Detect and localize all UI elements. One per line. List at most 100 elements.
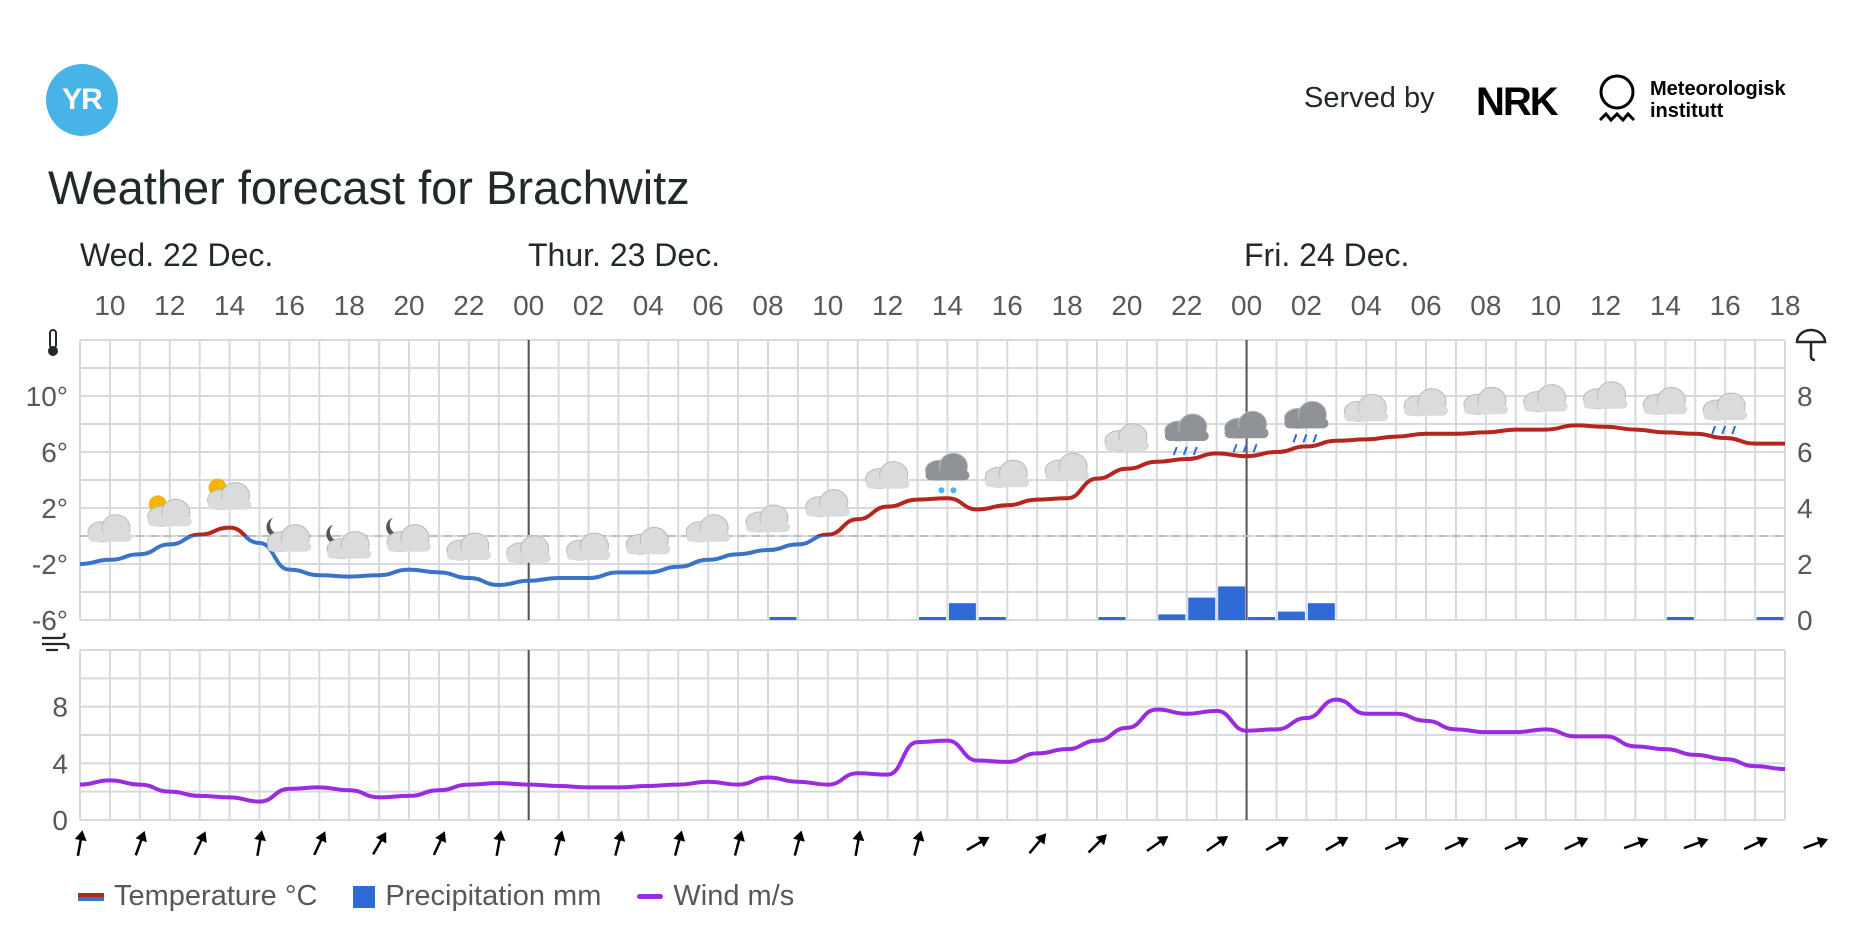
precipitation-swatch bbox=[353, 885, 376, 908]
precipitation-bar bbox=[1248, 617, 1275, 620]
umbrella-icon-handle bbox=[1809, 342, 1816, 362]
hour-tick-label: 00 bbox=[513, 290, 544, 321]
thermometer-icon-bulb bbox=[48, 346, 58, 356]
cloudy-icon bbox=[1523, 384, 1568, 413]
hour-tick-label: 02 bbox=[573, 290, 604, 321]
wind-icon-stroke bbox=[42, 632, 66, 640]
hour-tick-label: 00 bbox=[1231, 290, 1262, 321]
arrow-head bbox=[1696, 836, 1709, 849]
temperature-line-above-zero bbox=[186, 423, 1785, 536]
arrow-head bbox=[135, 830, 147, 843]
wind-direction-arrow-icon bbox=[193, 831, 207, 856]
temperature-swatch bbox=[78, 892, 104, 901]
cloud-shape bbox=[1164, 431, 1209, 441]
wind-direction-arrow-icon bbox=[852, 830, 865, 857]
nrk-logo[interactable]: NRK bbox=[1476, 80, 1559, 124]
wind-tick-label: 8 bbox=[52, 692, 68, 723]
partly-cloudy-night-icon bbox=[386, 517, 432, 553]
raindrop-shape bbox=[1192, 446, 1198, 456]
rain-icon bbox=[1283, 400, 1329, 443]
cloud-shape bbox=[446, 550, 491, 560]
rain-icon bbox=[1224, 410, 1269, 453]
wind-direction-arrow-icon bbox=[1743, 836, 1768, 851]
legend-precipitation-label: Precipitation mm bbox=[385, 880, 602, 912]
cloudy-icon bbox=[865, 461, 910, 490]
thermometer-icon bbox=[48, 329, 58, 356]
precipitation-bar bbox=[1277, 611, 1305, 620]
wind-grid bbox=[79, 649, 1786, 821]
wind-icon-stroke bbox=[42, 642, 70, 650]
wind-direction-arrow-icon bbox=[1444, 836, 1469, 851]
cloud-shape bbox=[87, 531, 132, 542]
cloud-shape bbox=[686, 531, 731, 542]
hour-tick-label: 22 bbox=[1171, 290, 1202, 321]
day-label: Thur. 23 Dec. bbox=[528, 237, 720, 273]
temperature-tick-label: 10° bbox=[26, 381, 68, 412]
thermometer-icon-stem bbox=[49, 329, 57, 349]
cloud-shape bbox=[1583, 398, 1628, 409]
precipitation-bar bbox=[1756, 617, 1784, 620]
cloud-shape bbox=[1045, 470, 1090, 481]
precipitation-tick-label: 6 bbox=[1797, 437, 1813, 468]
hour-tick-label: 16 bbox=[1710, 290, 1741, 321]
precipitation-bar bbox=[1188, 597, 1216, 620]
arrow-head bbox=[1816, 836, 1829, 849]
cloudy-icon bbox=[87, 514, 132, 543]
hour-tick-label: 16 bbox=[274, 290, 305, 321]
cloudy-icon bbox=[566, 532, 611, 561]
yr-logo[interactable]: YR bbox=[46, 64, 118, 136]
wind-icon bbox=[42, 632, 70, 652]
precipitation-tick-label: 8 bbox=[1797, 381, 1813, 412]
cloud-shape bbox=[626, 544, 671, 555]
umbrella-icon bbox=[1795, 328, 1827, 362]
arrow-head bbox=[733, 830, 745, 842]
wind-direction-arrow-icon bbox=[613, 830, 626, 856]
arrow-head bbox=[1035, 833, 1047, 845]
met-institute-logo-icon[interactable] bbox=[1597, 72, 1637, 130]
cloud-shape bbox=[1643, 404, 1688, 415]
light-rain-icon bbox=[1702, 392, 1748, 435]
hour-tick-label: 08 bbox=[752, 290, 783, 321]
wind-direction-arrow-icon bbox=[1623, 836, 1649, 850]
precipitation-bar bbox=[948, 603, 976, 620]
cloud-shape bbox=[207, 499, 252, 510]
arrow-head bbox=[1156, 835, 1169, 847]
cloud-shape bbox=[267, 541, 312, 552]
wind-direction-arrow-icon bbox=[966, 836, 990, 852]
cloudy-icon bbox=[745, 504, 790, 533]
precipitation-bar bbox=[978, 617, 1006, 620]
wind-direction-arrow-icon bbox=[553, 830, 566, 856]
hour-tick-label: 06 bbox=[1410, 290, 1441, 321]
raindrop-shape bbox=[1172, 446, 1178, 456]
arrow-head bbox=[195, 831, 207, 843]
cloud-shape bbox=[506, 552, 551, 563]
wind-tick-label: 0 bbox=[52, 805, 68, 836]
moon-shape bbox=[386, 517, 406, 538]
cloudy-icon bbox=[685, 514, 731, 543]
cloud-shape bbox=[1104, 440, 1149, 451]
temperature-tick-label: 2° bbox=[41, 493, 68, 524]
cloudy-icon bbox=[446, 532, 491, 561]
partly-sunny-icon bbox=[147, 495, 192, 527]
met-name-line2: institutt bbox=[1650, 100, 1724, 122]
hour-tick-label: 20 bbox=[1111, 290, 1142, 321]
page-title: Weather forecast for Brachwitz bbox=[48, 161, 690, 214]
arrow-head bbox=[315, 831, 327, 843]
temperature-line-below-zero bbox=[79, 536, 833, 588]
wind-direction-arrow-icon bbox=[372, 831, 387, 856]
hour-tick-label: 18 bbox=[1769, 290, 1800, 321]
cloudy-icon bbox=[1403, 388, 1449, 417]
raindrop-shape bbox=[1731, 425, 1737, 435]
cloudy-icon bbox=[625, 526, 671, 555]
hour-tick-label: 18 bbox=[334, 290, 365, 321]
umbrella-icon-canopy bbox=[1795, 328, 1827, 344]
hour-tick-label: 12 bbox=[872, 290, 903, 321]
partly-cloudy-night-icon bbox=[326, 524, 372, 560]
raindrop-shape bbox=[1302, 434, 1308, 443]
wind-line bbox=[79, 697, 1786, 804]
cloud-shape bbox=[865, 478, 910, 489]
hour-tick-label: 02 bbox=[1291, 290, 1322, 321]
raindrop-shape bbox=[1182, 446, 1188, 456]
hour-tick-label: 14 bbox=[214, 290, 245, 321]
precipitation-tick-label: 4 bbox=[1797, 493, 1813, 524]
